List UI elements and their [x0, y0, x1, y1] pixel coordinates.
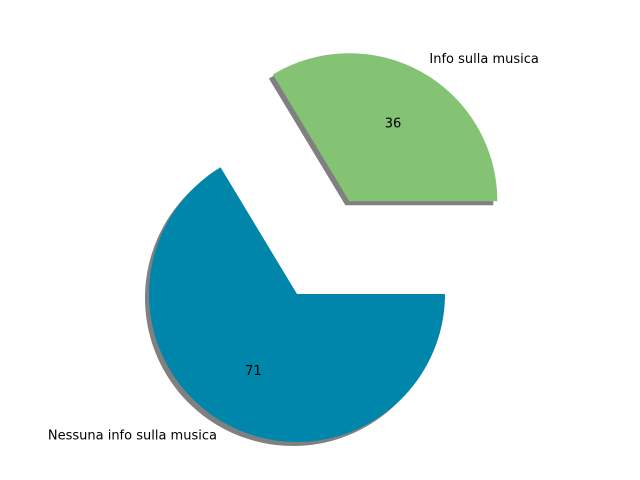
- slice-value-label-info-sulla-musica: 36: [385, 116, 402, 131]
- pie-slice-info-sulla-musica: [272, 53, 498, 202]
- pie-slice-nessuna-info-sulla-musica: [149, 167, 445, 443]
- slice-category-label-info-sulla-musica: Info sulla musica: [429, 52, 538, 67]
- pie-slices: [149, 53, 498, 443]
- slice-category-label-nessuna-info-sulla-musica: Nessuna info sulla musica: [48, 428, 217, 443]
- slice-labels: 36 Info sulla musica 71 Nessuna info sulla …: [48, 52, 539, 443]
- slice-value-label-nessuna-info-sulla-musica: 71: [245, 364, 262, 379]
